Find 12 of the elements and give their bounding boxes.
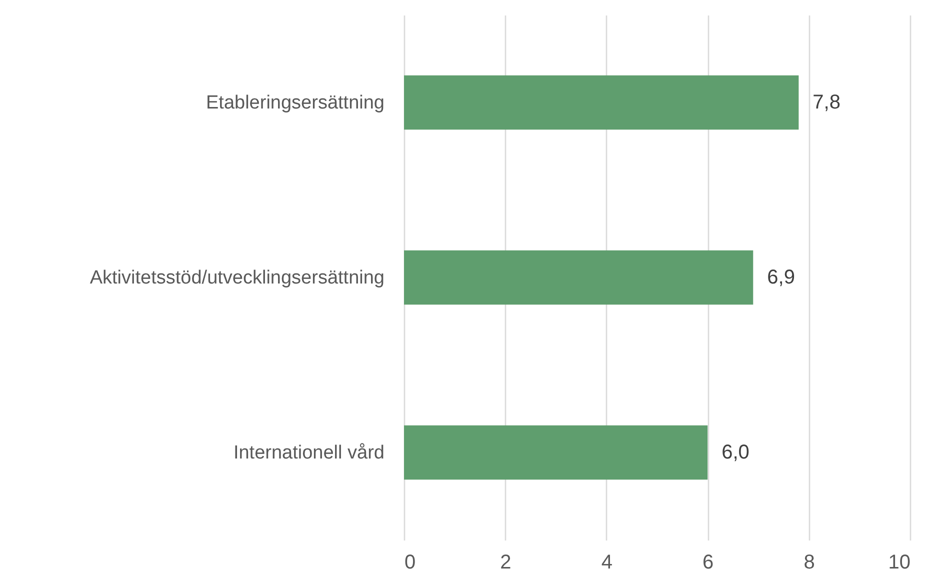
x-tick-label: 8 bbox=[804, 552, 815, 574]
x-tick-label: 6 bbox=[702, 552, 714, 574]
y-tick-label: Aktivitetsstöd/utvecklingsersättning bbox=[90, 268, 384, 288]
data-label: 6,9 bbox=[767, 266, 795, 288]
x-tick-label: 10 bbox=[888, 552, 910, 574]
x-tick-label: 0 bbox=[404, 552, 416, 574]
data-label: 7,8 bbox=[812, 92, 840, 114]
y-tick-label: Etableringsersättning bbox=[206, 92, 384, 114]
data-label: 6,0 bbox=[722, 442, 750, 464]
x-tick-label: 4 bbox=[601, 552, 612, 574]
x-tick-label: 2 bbox=[500, 552, 512, 574]
y-tick-label: Internationell vård bbox=[233, 442, 384, 464]
